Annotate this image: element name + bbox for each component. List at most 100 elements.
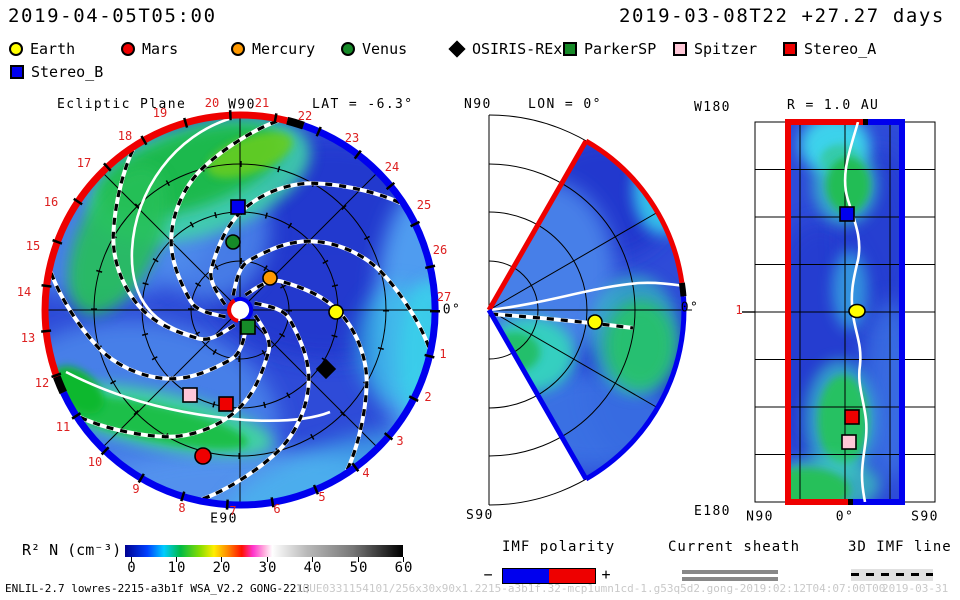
stereo-a-marker-icon [218,396,234,412]
colorbar-tick-label: 40 [303,560,323,576]
legend-label: Spitzer [694,39,758,58]
colorbar-tick-label: 30 [258,560,278,576]
dial-tick-label: 8 [178,501,186,515]
imf-line-sample [851,569,933,581]
colorbar [125,545,403,557]
dial-tick-label: 15 [25,239,41,253]
spitzer-marker-icon [673,41,687,56]
imf-minus-label: − [483,565,493,584]
radial-map-title: R = 1.0 AU [787,98,880,113]
meridional-right-label: 0° [680,300,700,316]
legend-item-osiris-rex: OSIRIS-REx [448,40,562,58]
dial-tick-label: 17 [76,156,92,170]
dial-tick-label: 7 [229,504,237,518]
osiris-rex-marker-icon [315,358,337,380]
stereo-b-marker-icon [839,206,855,222]
ecliptic-top-label: W90 [228,97,256,113]
colorbar-tick [131,557,132,562]
legend-item-mars: Mars [121,39,179,58]
meridional-title: LON = 0° [528,97,602,112]
radial-map-x-label: S90 [911,509,939,525]
earth-marker-icon [9,41,23,56]
stereo-b-marker-icon [230,199,246,215]
dial-tick-label: 16 [43,195,59,209]
legend-label: Venus [362,39,408,58]
dial-tick-label: 12 [34,376,50,390]
dial-tick-label: 10 [87,455,103,469]
density-field [785,122,905,502]
legend-item-spitzer: Spitzer [673,39,758,58]
current-sheath-line-sample [682,577,778,581]
legend-label: Mercury [252,39,316,58]
imf-line-dashes [851,573,933,576]
current-sheath-title: Current sheath [668,539,801,555]
colorbar-tick-label: 0 [127,560,137,576]
earth-marker-icon [848,303,866,319]
imf-negative-swatch [503,569,549,583]
radial-map-x-label: N90 [746,509,774,525]
stereo-b-marker-icon [10,64,24,79]
imf-polarity-bar [502,568,596,584]
spitzer-marker-icon [182,387,198,403]
radial-map-top-left-label: W180 [694,100,731,115]
ecliptic-bottom-label: E90 [210,511,238,527]
dial-tick-label: 18 [117,129,133,143]
colorbar-tick [267,557,268,562]
ecliptic-right-label: 0° [442,302,462,318]
current-sheet-lines [65,116,331,423]
meridional-bottom-left-label: S90 [466,508,494,523]
dial-tick-label: 20 [204,96,220,110]
imf-line [490,312,634,330]
colorbar-tick-label: 10 [167,560,187,576]
colorbar-tick-label: 60 [394,560,414,576]
ecliptic-plane-panel [40,110,440,510]
dial-tick-label: 24 [384,160,400,174]
object-markers [839,206,866,450]
legend-item-earth: Earth [9,39,76,58]
dial-tick-label: 25 [416,198,432,212]
parkersp-marker-icon [563,41,577,56]
legend-label: Earth [30,39,76,58]
colorbar-tick-label: 20 [212,560,232,576]
current-sheath-line-sample [682,570,778,574]
mercury-marker-icon [262,270,278,286]
mercury-marker-icon [231,41,245,56]
object-markers [182,199,344,465]
earth-marker-icon [328,304,344,320]
parkersp-marker-icon [240,319,256,335]
run-info-text: IQUE0331154101/256x30x90x1.2215-a3b1f.32… [296,582,886,595]
dial-tick-label: 1 [439,347,447,361]
colorbar-tick [312,557,313,562]
radial-map-bottom-left-label: E180 [694,504,731,519]
dial-tick-label: 13 [20,331,36,345]
imf-positive-swatch [549,569,595,583]
legend-label: Stereo_A [804,39,877,58]
boundary-ring [40,110,440,510]
dial-tick-label: 14 [16,285,32,299]
legend-item-mercury: Mercury [231,39,316,58]
legend-label: Stereo_B [31,62,104,81]
imf-polarity-title: IMF polarity [502,539,616,555]
sun-icon [227,296,254,323]
ecliptic-lat-label: LAT = -6.3° [312,97,414,112]
start-time-label: 2019-03-08T22 +27.27 days [619,5,945,27]
imf-line-title: 3D IMF line [848,539,952,555]
dial-tick-label: 22 [297,109,313,123]
wedge-boundary [486,138,687,482]
venus-marker-icon [341,41,355,56]
venus-marker-icon [225,234,241,250]
dial-tick-label: 21 [254,96,270,110]
earth-marker-icon [587,314,603,330]
dial-tick-label: 27 [436,290,452,304]
dial-tick-label: 5 [318,490,326,504]
current-sheet-line [843,122,868,502]
legend-label: Mars [142,39,179,58]
mars-marker-icon [121,41,135,56]
current-time-label: 2019-04-05T05:00 [8,5,217,27]
colorbar-tick [358,557,359,562]
osiris-rex-marker-icon [448,40,466,57]
dial-tick-label: 23 [344,131,360,145]
model-info-text: ENLIL-2.7 lowres-2215-a3b1f WSA_V2.2 GON… [5,582,310,595]
radial-map-date-tick: 1 [735,303,743,317]
